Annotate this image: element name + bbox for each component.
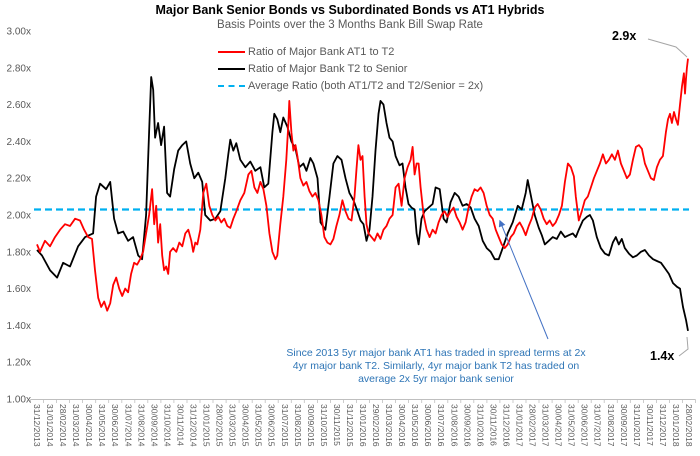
svg-text:31/05/2017: 31/05/2017 — [567, 404, 577, 447]
svg-text:31/05/2016: 31/05/2016 — [410, 404, 420, 447]
svg-text:30/06/2015: 30/06/2015 — [267, 404, 277, 447]
svg-text:3.00x: 3.00x — [7, 27, 31, 38]
svg-text:31/12/2017: 31/12/2017 — [658, 404, 668, 447]
svg-text:1.20x: 1.20x — [7, 358, 31, 369]
svg-text:31/10/2017: 31/10/2017 — [632, 404, 642, 447]
svg-text:1.60x: 1.60x — [7, 284, 31, 295]
svg-text:31/01/2016: 31/01/2016 — [358, 404, 368, 447]
svg-text:31/07/2014: 31/07/2014 — [123, 404, 133, 447]
svg-text:1.80x: 1.80x — [7, 247, 31, 258]
svg-text:30/09/2017: 30/09/2017 — [619, 404, 629, 447]
svg-text:30/11/2016: 30/11/2016 — [488, 404, 498, 446]
svg-text:31/08/2015: 31/08/2015 — [293, 404, 303, 447]
svg-text:30/04/2014: 30/04/2014 — [84, 404, 94, 447]
svg-text:30/06/2014: 30/06/2014 — [110, 404, 120, 447]
svg-text:2.20x: 2.20x — [7, 174, 31, 185]
chart-subtitle: Basis Points over the 3 Months Bank Bill… — [217, 19, 483, 31]
svg-text:31/07/2016: 31/07/2016 — [436, 404, 446, 447]
svg-text:31/12/2016: 31/12/2016 — [501, 404, 511, 447]
svg-text:30/04/2015: 30/04/2015 — [241, 404, 251, 447]
svg-text:30/04/2016: 30/04/2016 — [397, 404, 407, 447]
annotation-note: Since 2013 5yr major bank AT1 has traded… — [286, 347, 586, 385]
svg-text:28/02/2017: 28/02/2017 — [528, 404, 538, 447]
chart-title: Major Bank Senior Bonds vs Subordinated … — [155, 3, 545, 17]
annotation-peak-label: 2.9x — [612, 29, 637, 43]
svg-text:31/10/2014: 31/10/2014 — [162, 404, 172, 447]
svg-text:30/11/2015: 30/11/2015 — [332, 404, 342, 446]
svg-text:31/12/2014: 31/12/2014 — [189, 404, 199, 447]
svg-text:31/03/2014: 31/03/2014 — [71, 404, 81, 447]
legend: Ratio of Major Bank AT1 to T2 Ratio of M… — [218, 43, 483, 94]
svg-text:31/01/2014: 31/01/2014 — [45, 404, 55, 447]
svg-text:31/03/2015: 31/03/2015 — [228, 404, 238, 447]
svg-text:29/02/2016: 29/02/2016 — [371, 404, 381, 447]
svg-text:28/02/2018: 28/02/2018 — [684, 404, 694, 447]
dashed-line-sample-icon — [218, 84, 245, 87]
svg-text:31/03/2016: 31/03/2016 — [384, 404, 394, 447]
svg-text:31/01/2015: 31/01/2015 — [202, 404, 212, 447]
svg-text:31/12/2013: 31/12/2013 — [32, 404, 42, 447]
svg-text:30/09/2015: 30/09/2015 — [306, 404, 316, 447]
svg-text:30/11/2017: 30/11/2017 — [645, 404, 655, 446]
legend-label-t2-to-senior: Ratio of Major Bank T2 to Senior — [248, 62, 408, 75]
red-line-sample-icon — [218, 50, 245, 53]
legend-label-average-ratio: Average Ratio (both AT1/T2 and T2/Senior… — [248, 79, 484, 92]
svg-text:28/02/2014: 28/02/2014 — [58, 404, 68, 447]
svg-text:2.40x: 2.40x — [7, 137, 31, 148]
svg-text:31/05/2014: 31/05/2014 — [97, 404, 107, 447]
svg-text:28/02/2015: 28/02/2015 — [215, 404, 225, 447]
svg-text:31/10/2015: 31/10/2015 — [319, 404, 329, 447]
svg-text:31/07/2015: 31/07/2015 — [280, 404, 290, 447]
legend-label-at1-to-t2: Ratio of Major Bank AT1 to T2 — [248, 45, 395, 58]
black-line-sample-icon — [218, 67, 245, 70]
svg-text:31/08/2014: 31/08/2014 — [136, 404, 146, 447]
legend-item-t2-to-senior: Ratio of Major Bank T2 to Senior — [218, 60, 483, 77]
legend-item-at1-to-t2: Ratio of Major Bank AT1 to T2 — [218, 43, 483, 60]
svg-text:30/04/2017: 30/04/2017 — [554, 404, 564, 447]
svg-text:31/10/2016: 31/10/2016 — [475, 404, 485, 447]
svg-text:2.60x: 2.60x — [7, 100, 31, 111]
svg-text:31/08/2017: 31/08/2017 — [606, 404, 616, 447]
svg-text:31/07/2017: 31/07/2017 — [593, 404, 603, 447]
svg-text:30/06/2016: 30/06/2016 — [423, 404, 433, 447]
legend-item-average-ratio: Average Ratio (both AT1/T2 and T2/Senior… — [218, 77, 483, 94]
svg-text:30/09/2014: 30/09/2014 — [149, 404, 159, 447]
svg-text:31/03/2017: 31/03/2017 — [541, 404, 551, 447]
svg-text:31/05/2015: 31/05/2015 — [254, 404, 264, 447]
svg-text:31/12/2015: 31/12/2015 — [345, 404, 355, 447]
svg-text:2.80x: 2.80x — [7, 63, 31, 74]
svg-text:31/08/2016: 31/08/2016 — [449, 404, 459, 447]
svg-text:30/06/2017: 30/06/2017 — [580, 404, 590, 447]
svg-text:2.00x: 2.00x — [7, 211, 31, 222]
svg-text:30/11/2014: 30/11/2014 — [175, 404, 185, 446]
svg-text:30/09/2016: 30/09/2016 — [462, 404, 472, 447]
svg-text:31/01/2017: 31/01/2017 — [515, 404, 525, 447]
svg-text:31/01/2018: 31/01/2018 — [671, 404, 681, 447]
svg-text:1.00x: 1.00x — [7, 395, 31, 406]
svg-text:1.40x: 1.40x — [7, 321, 31, 332]
annotation-trough-label: 1.4x — [650, 349, 675, 363]
